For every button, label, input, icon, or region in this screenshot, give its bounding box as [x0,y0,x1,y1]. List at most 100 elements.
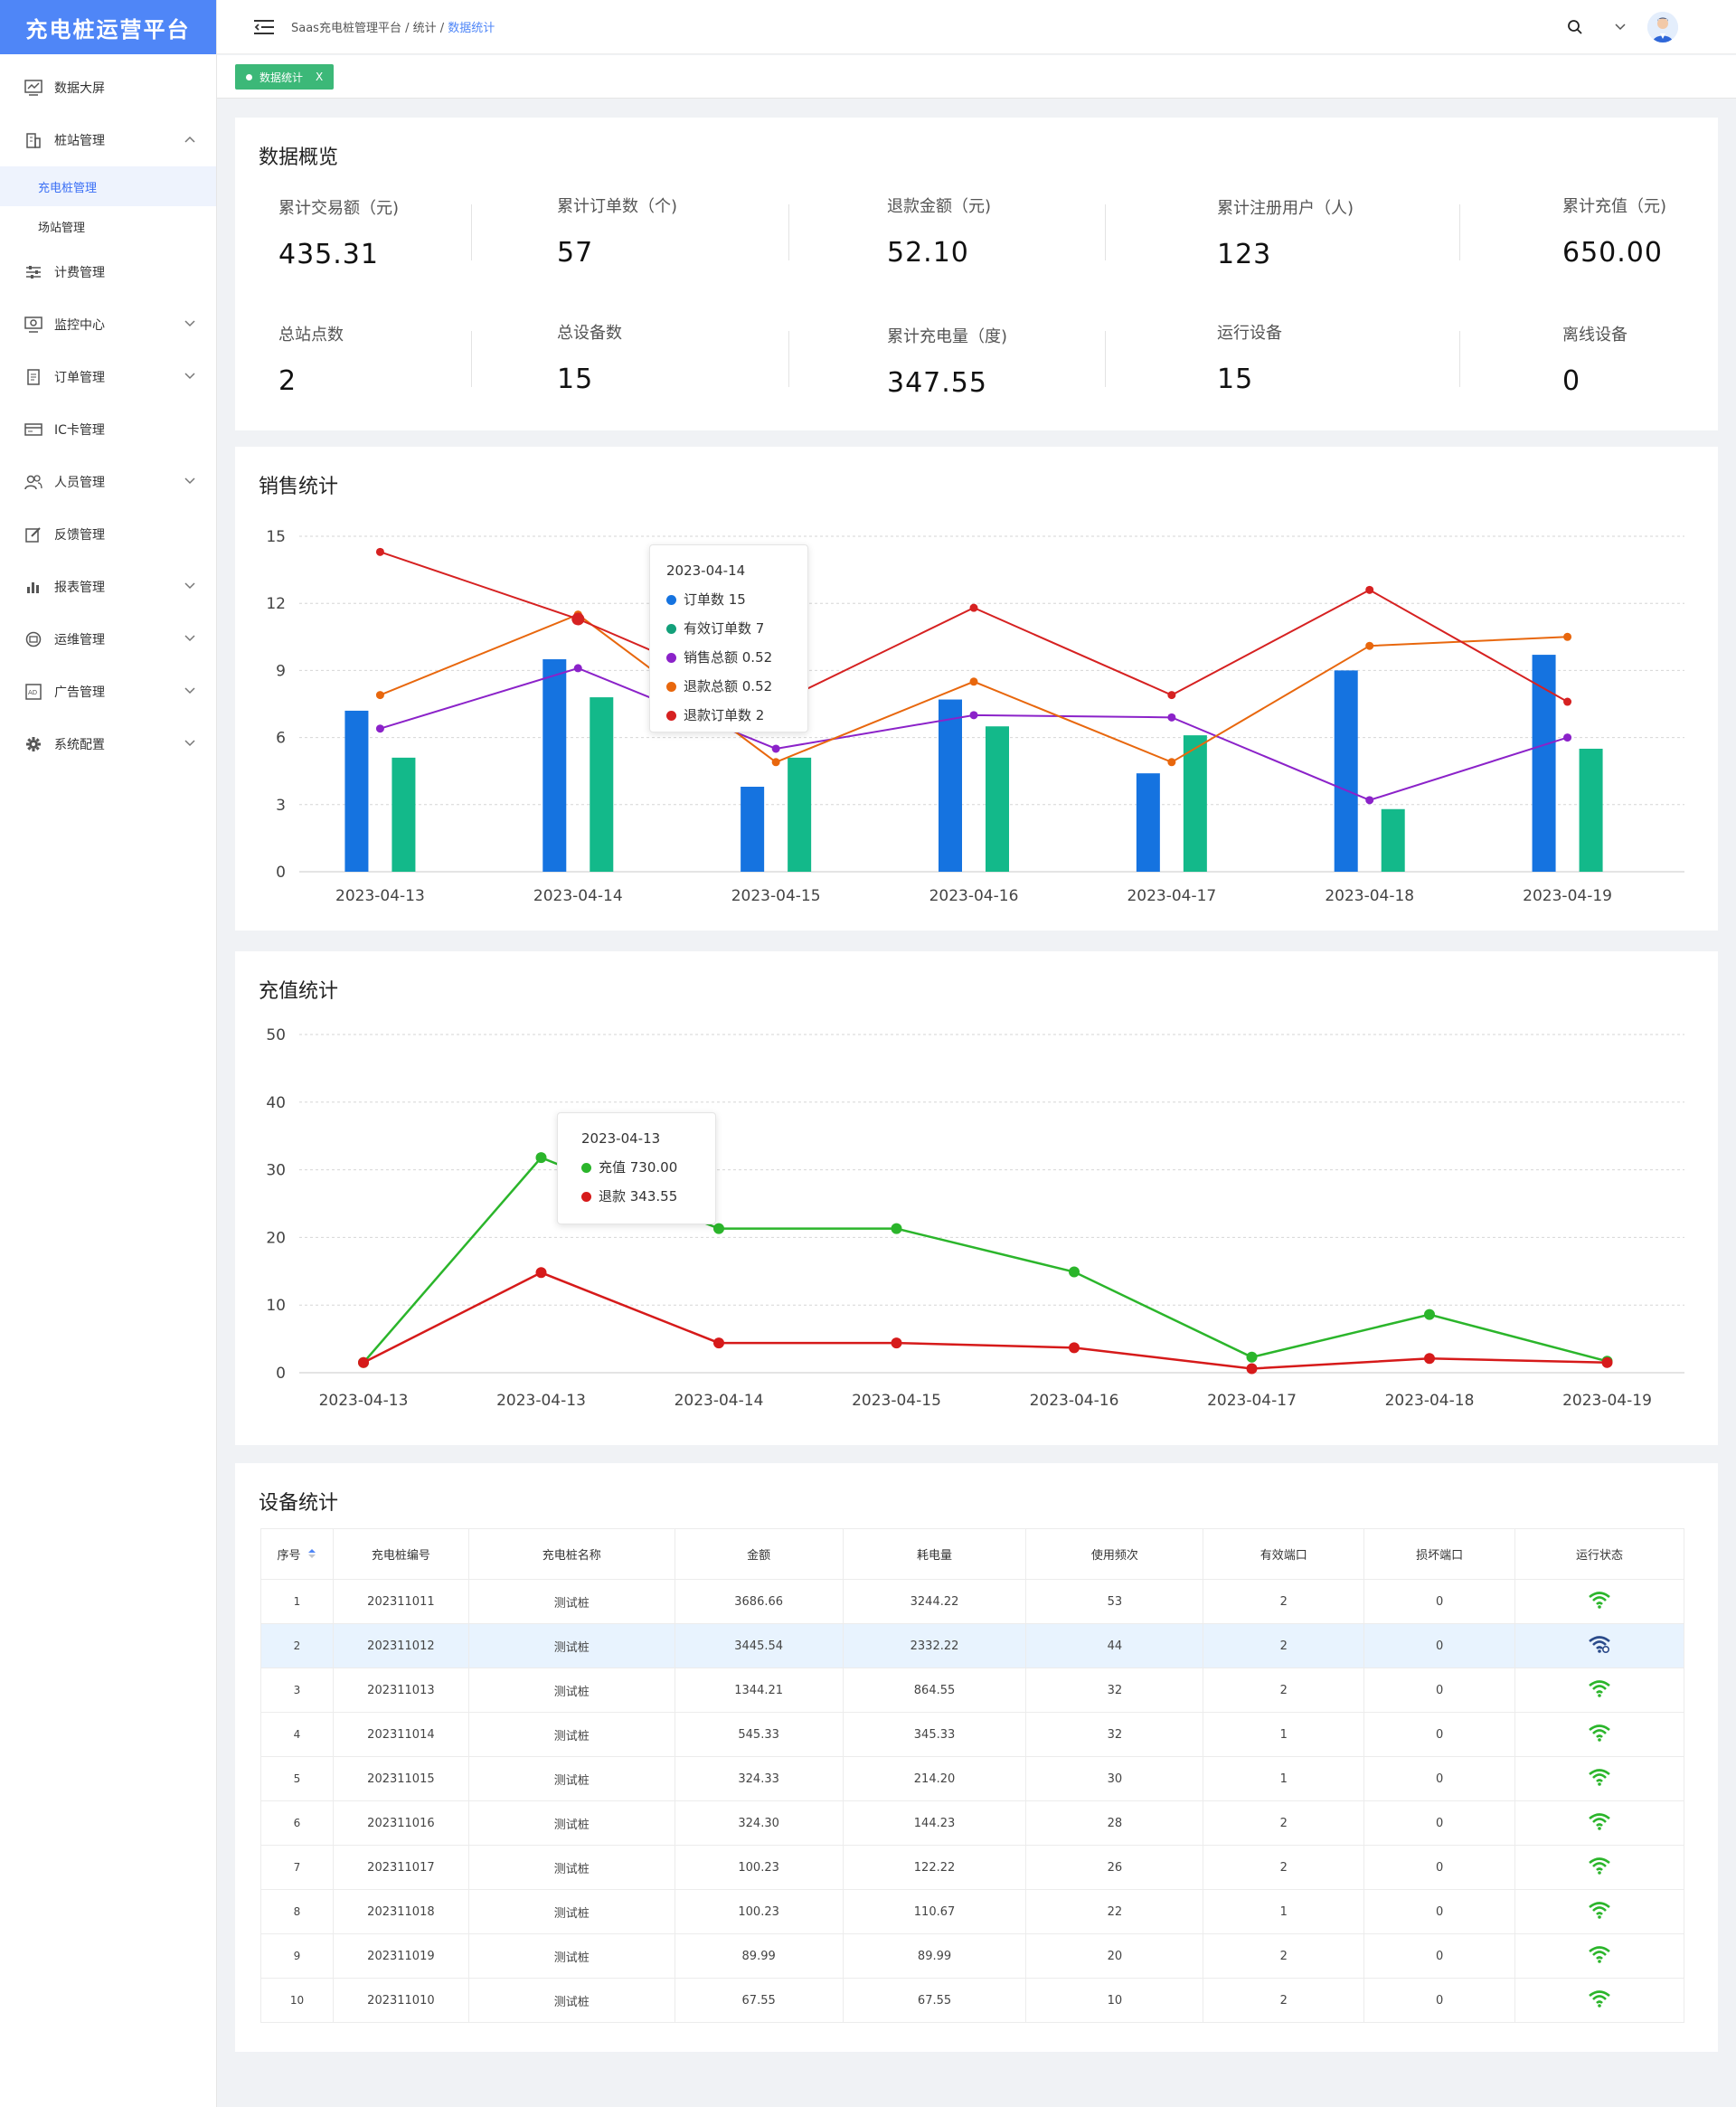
tooltip-item-label: 有效订单数 7 [684,620,765,637]
bar-valid-orders [392,757,416,872]
table-cell: 0 [1363,1889,1516,1934]
table-cell: 202311012 [332,1623,469,1668]
column-label: 有效端口 [1260,1549,1307,1563]
sidebar-item-orders[interactable]: 订单管理 [0,351,216,403]
series-line [363,1271,1608,1370]
sidebar-item-iccard[interactable]: IC卡管理 [0,403,216,456]
sidebar-item-feedback[interactable]: 反馈管理 [0,508,216,561]
table-cell: 28 [1025,1800,1204,1846]
sales-chart: 0 3 6 9 12 15 2023-04-13 2023-04-14 2023-04-15 20… [266,528,1684,905]
table-cell: 1 [260,1579,334,1624]
stat-label: 累计注册用户（人) [1217,199,1354,218]
table-row[interactable]: 5 202311015 测试桩 324.33 214.20 30 1 0 [260,1756,1684,1801]
table-row[interactable]: 10 202311010 测试桩 67.55 67.55 10 2 0 [260,1978,1684,2023]
divider [1105,331,1106,387]
tooltip-item: 订单数 15 [666,585,807,614]
sidebar-item-staff[interactable]: 人员管理 [0,456,216,508]
tooltip-title: 2023-04-14 [666,562,746,579]
breadcrumb-root[interactable]: Saas充电桩管理平台 [291,22,401,35]
avatar[interactable] [1647,12,1678,43]
table-row[interactable]: 9 202311019 测试桩 89.99 89.99 20 2 0 [260,1933,1684,1979]
breadcrumb: Saas充电桩管理平台 / 统计 / 数据统计 [291,18,495,35]
status-cell [1514,1889,1684,1934]
tooltip-item-label: 退款 343.55 [599,1188,678,1205]
breadcrumb-stats[interactable]: 统计 [412,22,437,35]
data-point [969,603,978,612]
table-cell: 3 [260,1668,334,1713]
gear-icon [24,734,43,754]
x-tick-label: 2023-04-15 [731,887,821,905]
data-point [375,547,384,556]
table-row[interactable]: 1 202311011 测试桩 3686.66 3244.22 53 2 0 [260,1579,1684,1624]
table-cell: 测试桩 [467,1579,675,1624]
stat-value: 123 [1217,239,1272,270]
stat-refund-amount: 退款金额（元) 52.10 [887,194,991,269]
table-row[interactable]: 6 202311016 测试桩 324.30 144.23 28 2 0 [260,1800,1684,1846]
table-row[interactable]: 4 202311014 测试桩 545.33 345.33 32 1 0 [260,1712,1684,1757]
sort-icon[interactable] [307,1548,316,1559]
table-cell: 测试桩 [467,1889,675,1934]
overview-card: 数据概览 累计交易额（元) 435.31 累计订单数（个) 57 退款金额（元)… [235,118,1718,430]
stat-value: 52.10 [887,237,969,269]
column-header-sortable[interactable]: 序号 [260,1528,334,1580]
table-row[interactable]: 7 202311017 测试桩 100.23 122.22 26 2 0 [260,1845,1684,1890]
data-point [1365,641,1374,650]
y-tick-label: 20 [266,1229,286,1247]
close-icon[interactable]: X [316,71,324,83]
sales-card: 销售统计 0 3 6 9 12 15 2023-04-13 2023-04-14 2023-04… [235,447,1718,931]
breadcrumb-current: 数据统计 [448,22,495,35]
sidebar-item-label: 反馈管理 [54,528,105,543]
x-tick-label: 2023-04-19 [1562,1392,1652,1410]
recharge-card: 充值统计 0 10 20 30 40 50 2023-04-13 2023-04-13 2023… [235,951,1718,1445]
sidebar-item-ads[interactable]: AD 广告管理 [0,666,216,718]
data-point [1365,796,1374,805]
stat-total-energy: 累计充电量（度) 347.55 [887,324,1007,399]
sidebar-subitem-charger[interactable]: 充电桩管理 [0,166,216,206]
sliders-icon [24,262,43,282]
sidebar-item-billing[interactable]: 计费管理 [0,246,216,298]
table-cell: 9 [260,1933,334,1979]
stat-label: 总站点数 [278,326,344,345]
table-row[interactable]: 8 202311018 测试桩 100.23 110.67 22 1 0 [260,1889,1684,1934]
table-cell: 89.99 [842,1933,1027,1979]
search-icon[interactable] [1564,16,1586,38]
sidebar-item-maintenance[interactable]: 运维管理 [0,613,216,666]
sidebar-item-monitor[interactable]: 监控中心 [0,298,216,351]
stat-running-devices: 运行设备 15 [1217,320,1282,395]
device-table-wrap: 序号 充电桩编号 充电桩名称 金额 耗电量 使用频次 有效端口 损坏端口 运行状态 1 20231… [260,1528,1684,2023]
tooltip-title: 2023-04-13 [581,1130,661,1147]
x-tick-label: 2023-04-13 [496,1392,586,1410]
sidebar-subitem-site[interactable]: 场站管理 [38,221,86,235]
tab-data-statistics[interactable]: 数据统计 X [235,64,335,90]
sidebar-item-reports[interactable]: 报表管理 [0,561,216,613]
table-row[interactable]: 2 202311012 测试桩 3445.54 2332.22 44 2 0 [260,1623,1684,1668]
table-row[interactable]: 3 202311013 测试桩 1344.21 864.55 32 2 0 [260,1668,1684,1713]
stat-label: 总设备数 [557,324,622,343]
bar-orders [939,699,962,872]
table-cell: 67.55 [842,1978,1027,2023]
x-tick-label: 2023-04-13 [319,1392,409,1410]
sidebar-item-label: 系统配置 [54,738,105,752]
menu-toggle-icon[interactable] [253,18,275,36]
table-cell: 测试桩 [467,1668,675,1713]
sidebar-item-station[interactable]: 桩站管理 [0,114,216,166]
data-point [1563,733,1572,742]
divider [471,331,472,387]
status-cell [1514,1845,1684,1890]
table-body: 1 202311011 测试桩 3686.66 3244.22 53 2 0 2 20231101… [260,1579,1684,2023]
sidebar-item-settings[interactable]: 系统配置 [0,718,216,770]
active-dot-icon [246,73,252,80]
wifi-icon [1589,1680,1610,1697]
column-header: 使用频次 [1025,1528,1204,1580]
column-label: 使用频次 [1090,1549,1138,1563]
x-tick-label: 2023-04-18 [1325,887,1414,905]
divider [1459,204,1460,260]
wifi-icon [1589,1857,1610,1875]
sidebar-item-dashboard[interactable]: 数据大屏 [0,61,216,114]
chevron-down-icon[interactable] [1609,16,1631,38]
column-label: 金额 [747,1549,771,1563]
bar-orders [1334,670,1358,872]
divider [1105,204,1106,260]
data-point [1069,1266,1080,1278]
data-point [1563,697,1572,706]
